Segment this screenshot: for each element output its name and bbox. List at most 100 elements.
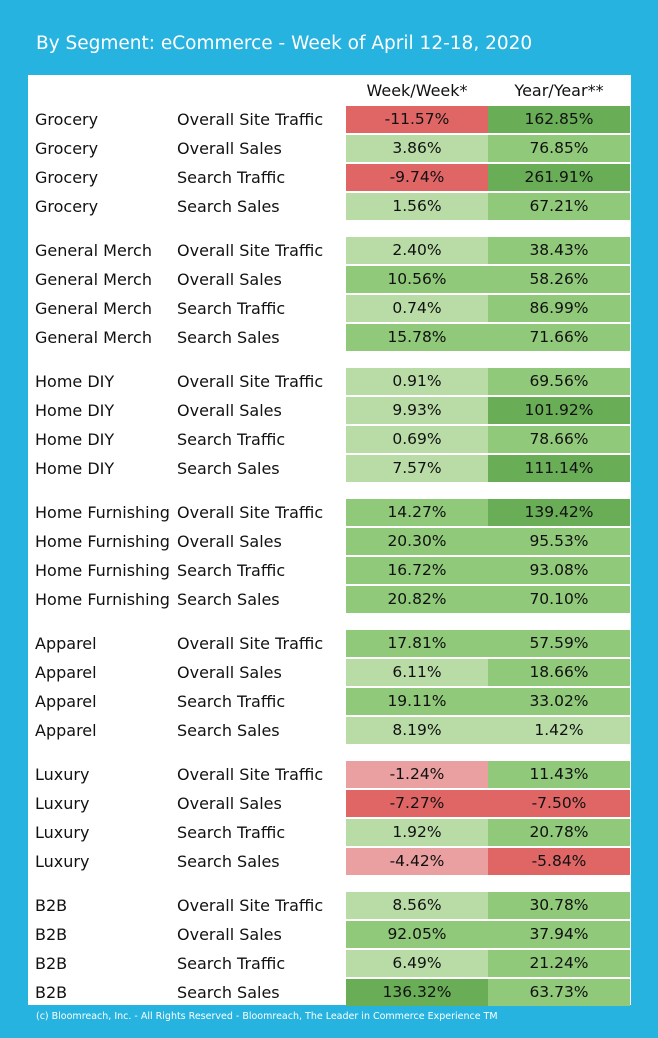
metric-label: Overall Site Traffic: [177, 765, 324, 784]
week-over-week-cell: -1.24%: [346, 761, 488, 788]
segment-label: Apparel: [35, 634, 97, 653]
segment-label: Home DIY: [35, 430, 115, 450]
table-row: Luxury Overall Sales -7.27% -7.50%: [28, 790, 631, 817]
table-row: Home DIY Search Traffic 0.69% 78.66%: [28, 426, 631, 454]
table-row: Luxury Overall Site Traffic -1.24% 11.43%: [28, 761, 631, 788]
metric-label: Search Sales: [177, 852, 280, 872]
segment-label: General Merch: [35, 328, 152, 348]
year-over-year-cell: 57.59%: [488, 630, 630, 657]
table-row: Home DIY Overall Site Traffic 0.91% 69.56%: [28, 368, 631, 395]
metric-label: Search Sales: [177, 459, 280, 479]
segment-label: Home DIY: [35, 401, 115, 421]
year-over-year-cell: 101.92%: [488, 397, 630, 425]
week-over-week-cell: 14.27%: [346, 499, 488, 526]
table-row: Apparel Search Sales 8.19% 1.42%: [28, 717, 631, 745]
year-over-year-cell: -7.50%: [488, 790, 630, 817]
table-row: Apparel Overall Site Traffic 17.81% 57.59%: [28, 630, 631, 657]
week-over-week-cell: 136.32%: [346, 979, 488, 1007]
metric-label: Overall Sales: [177, 139, 282, 159]
year-over-year-cell: 21.24%: [488, 950, 630, 978]
week-over-week-cell: 20.30%: [346, 528, 488, 555]
segment-label: Home DIY: [35, 459, 115, 479]
week-over-week-cell: 6.11%: [346, 659, 488, 686]
year-over-year-cell: 162.85%: [488, 106, 630, 133]
week-over-week-cell: 16.72%: [346, 557, 488, 585]
table-row: Home DIY Overall Sales 9.93% 101.92%: [28, 397, 631, 425]
week-over-week-cell: 7.57%: [346, 455, 488, 483]
metric-label: Overall Site Traffic: [177, 895, 324, 915]
year-over-year-cell: 18.66%: [488, 659, 630, 686]
table-row: General Merch Overall Sales 10.56% 58.26%: [28, 266, 631, 294]
year-over-year-cell: 95.53%: [488, 528, 630, 555]
metric-label: Search Sales: [177, 328, 280, 348]
chart-title: By Segment: eCommerce - Week of April 12…: [36, 33, 533, 54]
metric-label: Overall Sales: [177, 270, 282, 290]
metric-label: Search Traffic: [177, 299, 286, 319]
segment-label: Grocery: [35, 110, 99, 129]
table-row: Apparel Search Traffic 19.11% 33.02%: [28, 688, 631, 716]
week-over-week-cell: 17.81%: [346, 630, 488, 657]
week-over-week-cell: 6.49%: [346, 950, 488, 978]
segment-label: Apparel: [35, 663, 97, 682]
segment-label: Apparel: [35, 692, 97, 712]
week-over-week-cell: 9.93%: [346, 397, 488, 425]
table-row: Grocery Overall Site Traffic -11.57% 162.85…: [28, 106, 631, 133]
segment-label: B2B: [35, 954, 68, 974]
year-over-year-cell: 261.91%: [488, 164, 630, 192]
table-row: Home Furnishing Overall Sales 20.30% 95.53%: [28, 528, 631, 555]
table-row: B2B Overall Site Traffic 8.56% 30.78%: [28, 891, 631, 919]
week-over-week-cell: -9.74%: [346, 164, 488, 192]
year-over-year-cell: 30.78%: [488, 891, 630, 919]
metric-label: Search Traffic: [177, 692, 286, 712]
segment-label: Luxury: [35, 823, 90, 843]
table-row: Apparel Overall Sales 6.11% 18.66%: [28, 659, 631, 686]
metric-label: Search Sales: [177, 721, 280, 741]
segment-label: General Merch: [35, 270, 152, 290]
year-over-year-cell: 11.43%: [488, 761, 630, 788]
week-over-week-cell: 19.11%: [346, 688, 488, 716]
week-over-week-cell: 1.92%: [346, 819, 488, 847]
year-over-year-cell: 33.02%: [488, 688, 630, 716]
segment-label: Home Furnishing: [35, 532, 170, 551]
segment-label: Apparel: [35, 721, 97, 741]
metric-label: Overall Site Traffic: [177, 110, 324, 129]
column-header-week-over-week: Week/Week*: [366, 81, 468, 100]
segment-label: Luxury: [35, 794, 90, 813]
segment-label: B2B: [35, 925, 68, 944]
table-row: Luxury Search Sales -4.42% -5.84%: [28, 848, 631, 876]
year-over-year-cell: 71.66%: [488, 324, 630, 352]
week-over-week-cell: 0.91%: [346, 368, 488, 395]
table-row: B2B Search Traffic 6.49% 21.24%: [28, 950, 631, 978]
segment-label: B2B: [35, 983, 68, 1003]
table-row: Luxury Search Traffic 1.92% 20.78%: [28, 819, 631, 847]
year-over-year-cell: 37.94%: [488, 921, 630, 948]
metric-label: Overall Site Traffic: [177, 372, 324, 391]
week-over-week-cell: -11.57%: [346, 106, 488, 133]
table-row: Home DIY Search Sales 7.57% 111.14%: [28, 455, 631, 483]
year-over-year-cell: 38.43%: [488, 237, 630, 264]
segment-label: Home DIY: [35, 372, 115, 391]
metric-label: Search Traffic: [177, 823, 286, 843]
week-over-week-cell: -7.27%: [346, 790, 488, 817]
table-row: B2B Search Sales 136.32% 63.73%: [28, 979, 631, 1007]
segment-label: Home Furnishing: [35, 561, 170, 581]
week-over-week-cell: 2.40%: [346, 237, 488, 264]
segment-label: Grocery: [35, 168, 99, 188]
metric-label: Search Sales: [177, 590, 280, 610]
column-header-year-over-year: Year/Year**: [514, 81, 604, 100]
year-over-year-cell: 69.56%: [488, 368, 630, 395]
year-over-year-cell: -5.84%: [488, 848, 630, 876]
week-over-week-cell: 0.69%: [346, 426, 488, 454]
segment-label: General Merch: [35, 299, 152, 319]
year-over-year-cell: 67.21%: [488, 193, 630, 221]
segment-label: Luxury: [35, 852, 90, 872]
table-row: Grocery Overall Sales 3.86% 76.85%: [28, 135, 631, 163]
table-row: Grocery Search Traffic -9.74% 261.91%: [28, 164, 631, 192]
year-over-year-cell: 58.26%: [488, 266, 630, 294]
segment-label: General Merch: [35, 241, 152, 260]
table-row: B2B Overall Sales 92.05% 37.94%: [28, 921, 631, 948]
week-over-week-cell: 8.56%: [346, 891, 488, 919]
year-over-year-cell: 63.73%: [488, 979, 630, 1007]
segment-label: B2B: [35, 895, 68, 915]
table-row: General Merch Search Sales 15.78% 71.66%: [28, 324, 631, 352]
